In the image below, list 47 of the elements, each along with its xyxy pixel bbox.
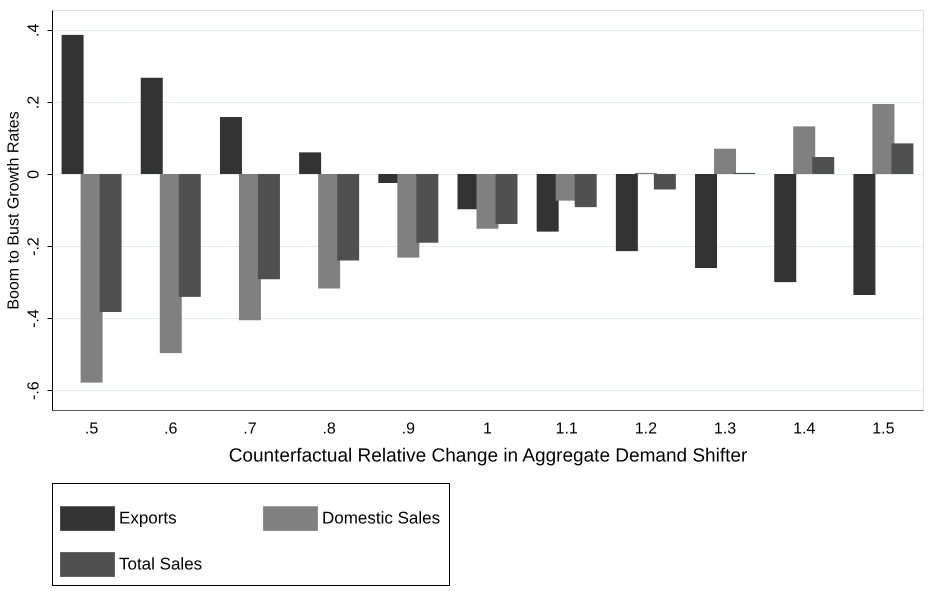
x-tick-label: 1.5 <box>872 420 895 438</box>
bar <box>140 78 163 174</box>
x-tick-label: 1.4 <box>793 420 816 438</box>
bar <box>812 157 834 174</box>
x-tick-label: 1.3 <box>714 420 736 438</box>
bar <box>258 174 280 280</box>
bar <box>178 174 201 297</box>
bar <box>416 174 438 243</box>
x-tick-label: .6 <box>164 420 178 438</box>
bar <box>654 174 676 190</box>
bar <box>100 174 122 312</box>
y-tick-label: .4 <box>26 24 42 37</box>
x-tick-label: .9 <box>402 420 416 438</box>
bar <box>337 174 360 260</box>
x-tick-label: 1 <box>483 420 492 438</box>
y-tick-label: -.4 <box>26 309 42 328</box>
x-tick-label: .7 <box>243 420 257 438</box>
legend-label: Domestic Sales <box>322 508 440 528</box>
y-axis-title: Boom to Bust Growth Rates <box>6 111 22 310</box>
bar <box>714 148 736 174</box>
legend-label: Exports <box>119 508 177 528</box>
y-tick-label: -.6 <box>26 381 42 400</box>
bar <box>891 143 914 174</box>
x-tick-label: 1.1 <box>556 420 578 438</box>
bar <box>574 174 597 208</box>
bar <box>536 174 559 232</box>
legend-label: Total Sales <box>119 554 202 574</box>
bar <box>774 174 796 282</box>
bar <box>80 174 103 383</box>
bar <box>872 104 894 174</box>
x-tick-label: .8 <box>322 420 336 438</box>
bar <box>853 174 876 296</box>
bar <box>238 174 261 320</box>
bar <box>160 174 182 354</box>
bar <box>695 174 718 268</box>
x-tick-label: .5 <box>84 420 98 438</box>
bar <box>220 117 242 174</box>
bar <box>616 174 638 252</box>
x-tick-label: 1.2 <box>634 420 658 438</box>
bar <box>62 34 84 174</box>
bar <box>299 152 322 174</box>
bar <box>496 174 518 224</box>
x-axis-title: Counterfactual Relative Change in Aggregate Demand Shifter <box>228 446 748 466</box>
bar <box>793 126 816 174</box>
y-tick-label: -.2 <box>26 237 42 256</box>
y-tick-label: 0 <box>26 170 42 179</box>
y-tick-label: .2 <box>26 96 42 110</box>
